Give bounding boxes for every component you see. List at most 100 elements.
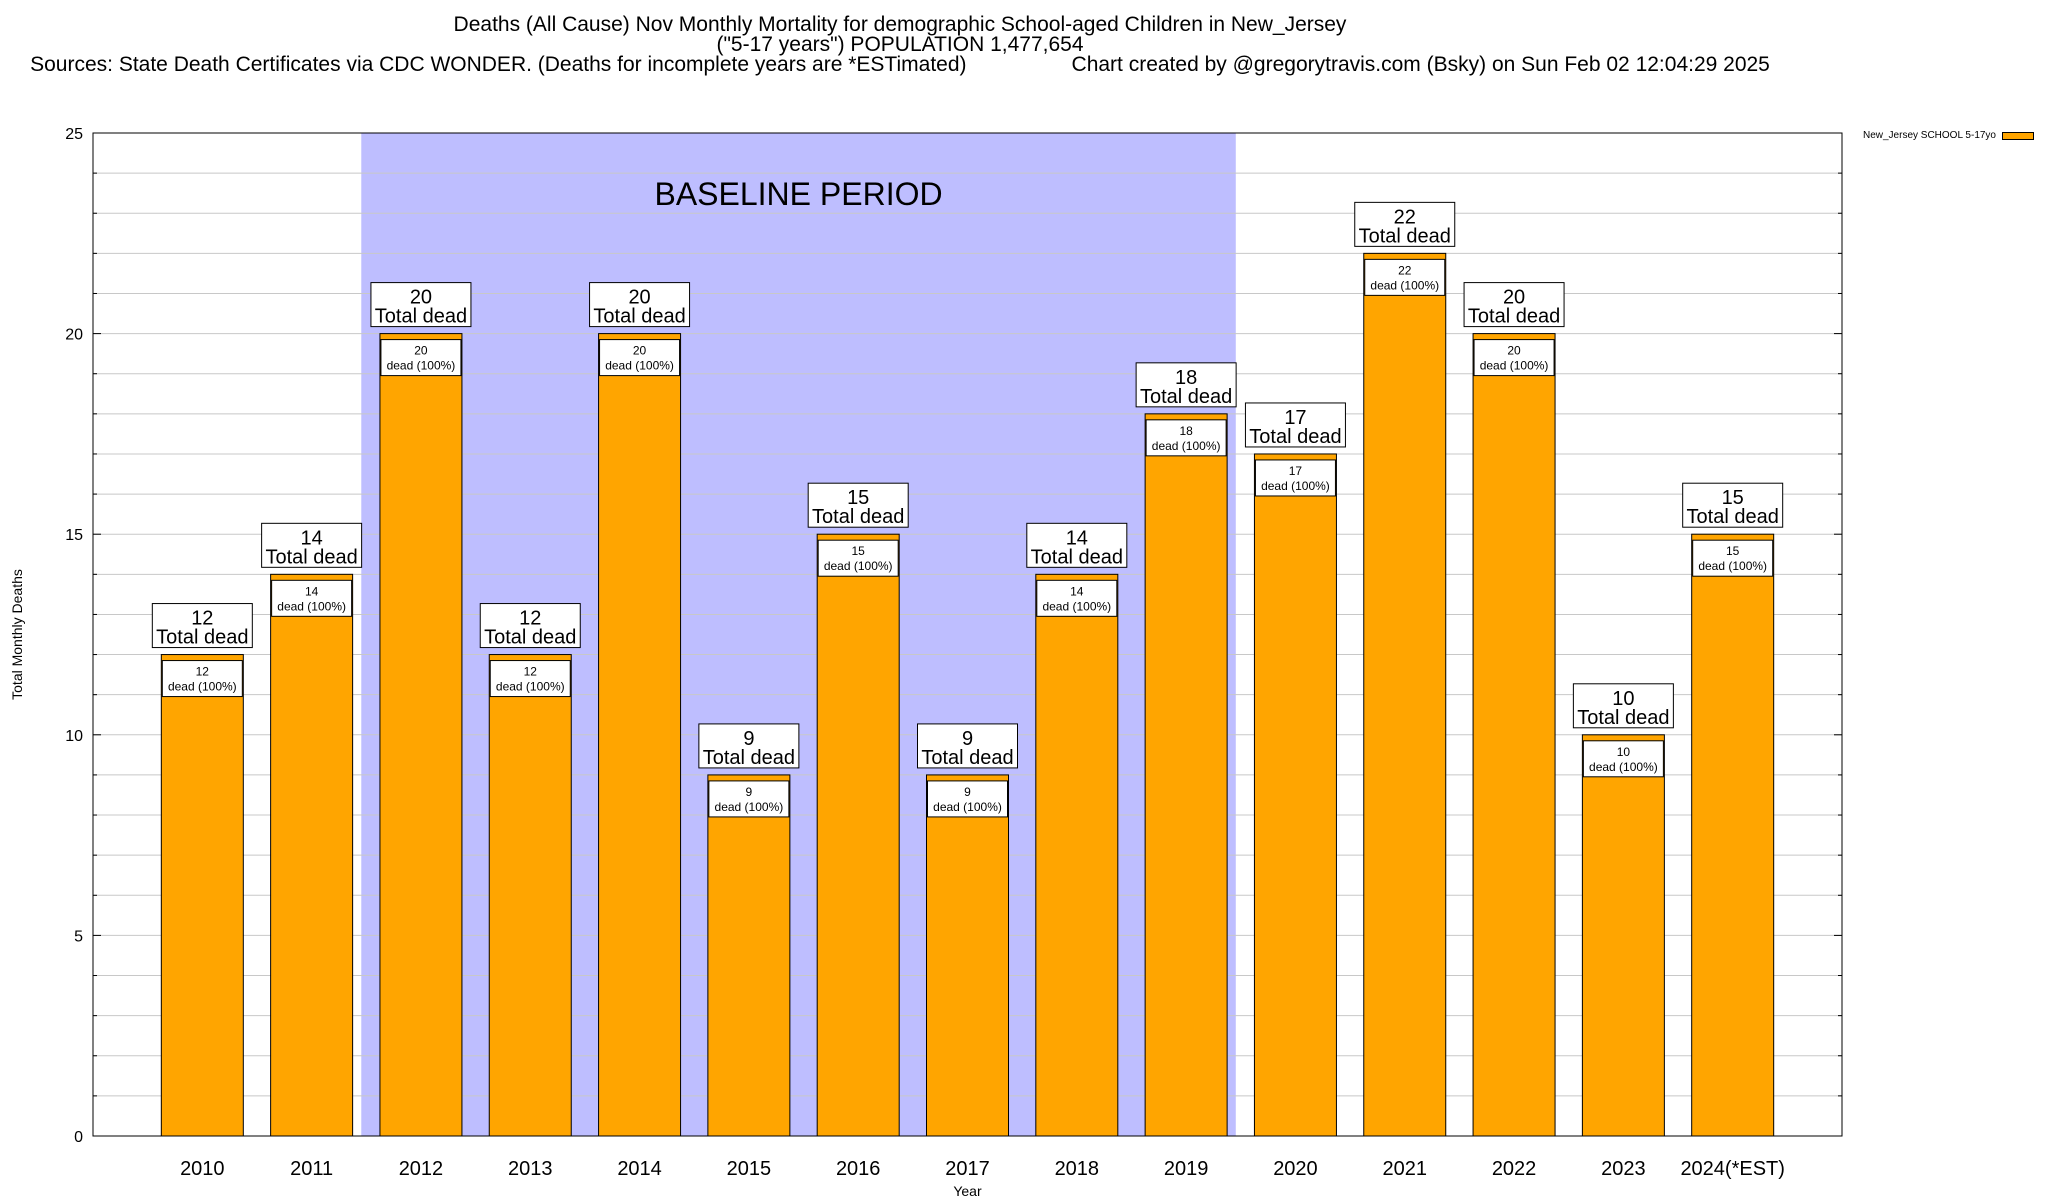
inner-label-box xyxy=(599,339,681,377)
x-tick-label: 2019 xyxy=(1164,1158,1209,1180)
inner-label-box xyxy=(161,660,243,698)
bar xyxy=(379,333,463,1137)
chart-subtitle-sources: Sources: State Death Certificates via CD… xyxy=(30,53,1770,76)
x-tick-label: 2011 xyxy=(290,1158,333,1180)
inner-percent-label: dead (100%) xyxy=(277,599,346,613)
total-value-label: 20 xyxy=(1503,287,1525,309)
x-tick-label: 2016 xyxy=(836,1158,881,1180)
inner-value-label: 20 xyxy=(414,344,428,358)
inner-value-label: 9 xyxy=(964,785,971,799)
total-value-label: 22 xyxy=(1394,206,1416,228)
y-tick-label: 5 xyxy=(74,928,83,945)
total-label-box xyxy=(261,522,363,568)
total-value-label: 14 xyxy=(301,527,323,549)
bar xyxy=(598,333,682,1137)
total-value-label: 15 xyxy=(847,487,869,509)
total-label-box xyxy=(1135,362,1237,408)
total-value-label: 12 xyxy=(519,608,541,630)
inner-percent-label: dead (100%) xyxy=(715,800,784,814)
total-label-box xyxy=(1244,402,1346,448)
inner-percent-label: dead (100%) xyxy=(387,359,456,373)
y-tick-label: 25 xyxy=(65,126,83,143)
total-dead-label: Total dead xyxy=(1577,707,1669,729)
total-value-label: 12 xyxy=(191,608,213,630)
inner-percent-label: dead (100%) xyxy=(1152,439,1221,453)
y-axis-label: Total Monthly Deaths xyxy=(9,569,25,700)
total-value-label: 15 xyxy=(1722,487,1744,509)
baseline-period-label: BASELINE PERIOD xyxy=(654,176,942,212)
inner-percent-label: dead (100%) xyxy=(824,559,893,573)
chart-title-line2: ("5-17 years") POPULATION 1,477,654 xyxy=(716,33,1084,56)
total-value-label: 9 xyxy=(962,728,973,750)
y-tick-label: 10 xyxy=(65,728,83,745)
total-dead-label: Total dead xyxy=(1031,546,1123,568)
total-label-box xyxy=(1354,201,1456,247)
total-value-label: 14 xyxy=(1066,527,1088,549)
bar xyxy=(816,533,900,1137)
inner-label-box xyxy=(1145,419,1227,457)
total-dead-label: Total dead xyxy=(1359,225,1451,247)
inner-percent-label: dead (100%) xyxy=(605,359,674,373)
total-label-box xyxy=(370,282,472,328)
bar xyxy=(1144,413,1228,1137)
x-tick-label: 2010 xyxy=(180,1158,225,1180)
bar xyxy=(1581,734,1665,1137)
x-tick-label: 2023 xyxy=(1601,1158,1646,1180)
bar xyxy=(270,573,354,1137)
inner-percent-label: dead (100%) xyxy=(1698,559,1767,573)
inner-percent-label: dead (100%) xyxy=(1480,359,1549,373)
bar xyxy=(1691,533,1775,1137)
inner-value-label: 14 xyxy=(1070,584,1084,598)
inner-percent-label: dead (100%) xyxy=(933,800,1002,814)
inner-label-box xyxy=(1473,339,1555,377)
bar xyxy=(707,774,791,1137)
inner-value-label: 22 xyxy=(1398,263,1412,277)
y-tick-label: 15 xyxy=(65,527,83,544)
inner-label-box xyxy=(708,780,790,818)
inner-percent-label: dead (100%) xyxy=(1589,760,1658,774)
total-dead-label: Total dead xyxy=(1468,306,1560,328)
x-tick-label: 2020 xyxy=(1273,1158,1318,1180)
total-label-box xyxy=(1682,482,1784,528)
total-dead-label: Total dead xyxy=(593,306,685,328)
chart-title-line1: Deaths (All Cause) Nov Monthly Mortality… xyxy=(453,13,1347,36)
total-value-label: 18 xyxy=(1175,367,1197,389)
inner-value-label: 15 xyxy=(852,544,866,558)
bar xyxy=(488,654,572,1137)
total-dead-label: Total dead xyxy=(484,627,576,649)
x-tick-label: 2014 xyxy=(617,1158,662,1180)
x-tick-label: 2017 xyxy=(945,1158,990,1180)
inner-value-label: 18 xyxy=(1179,424,1193,438)
total-label-box xyxy=(807,482,909,528)
inner-value-label: 20 xyxy=(633,344,647,358)
plot-frame xyxy=(92,132,1843,1137)
inner-percent-label: dead (100%) xyxy=(168,680,237,694)
inner-value-label: 17 xyxy=(1289,464,1303,478)
bar xyxy=(1035,573,1119,1137)
total-dead-label: Total dead xyxy=(921,747,1013,769)
inner-percent-label: dead (100%) xyxy=(496,680,565,694)
total-dead-label: Total dead xyxy=(1687,506,1779,528)
inner-value-label: 15 xyxy=(1726,544,1740,558)
inner-label-box xyxy=(1364,258,1446,296)
bar xyxy=(1253,453,1337,1137)
total-label-box xyxy=(151,603,253,649)
inner-value-label: 20 xyxy=(1507,344,1521,358)
inner-label-box xyxy=(380,339,462,377)
inner-label-box xyxy=(1254,459,1336,497)
y-tick-label: 0 xyxy=(74,1129,83,1146)
inner-label-box xyxy=(489,660,571,698)
x-tick-label: 2012 xyxy=(399,1158,444,1180)
inner-value-label: 10 xyxy=(1617,745,1631,759)
x-tick-label: 2022 xyxy=(1492,1158,1537,1180)
inner-label-box xyxy=(1582,740,1664,778)
total-label-box xyxy=(698,723,800,769)
x-tick-label: 2021 xyxy=(1383,1158,1428,1180)
total-value-label: 9 xyxy=(743,728,754,750)
total-label-box xyxy=(917,723,1018,769)
total-label-box xyxy=(1572,683,1674,729)
inner-percent-label: dead (100%) xyxy=(1261,479,1330,493)
y-tick-label: 20 xyxy=(65,327,83,344)
total-value-label: 20 xyxy=(628,287,650,309)
